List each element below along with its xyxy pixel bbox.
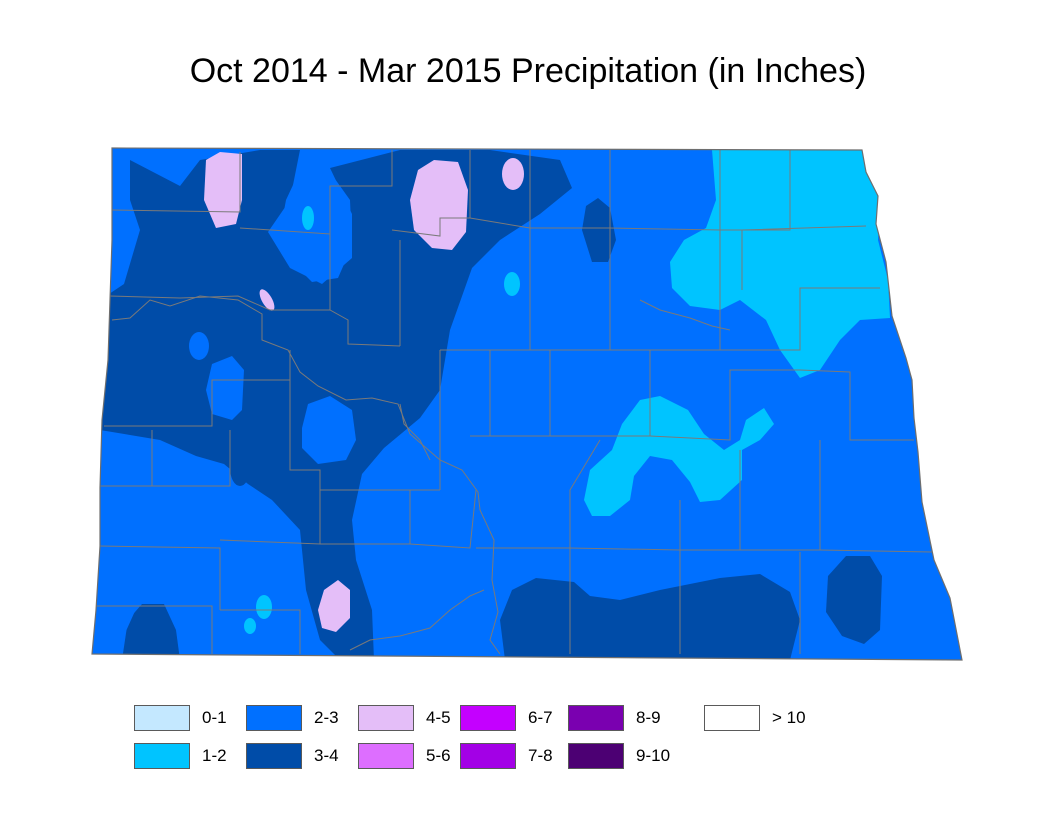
zone-2-3-southwest-area	[100, 470, 304, 660]
county-lines	[96, 150, 933, 655]
zone-3-4-south-central	[500, 574, 800, 660]
legend-swatch	[246, 705, 302, 731]
zone-4-5-south	[318, 580, 350, 632]
legend-item: 2-3	[246, 704, 339, 732]
legend-label: 5-6	[426, 746, 451, 765]
zone-1-2-dot-central	[504, 272, 520, 296]
legend-swatch	[568, 705, 624, 731]
legend-item: > 10	[704, 704, 806, 732]
legend-item: 9-10	[568, 742, 670, 770]
legend-item: 8-9	[568, 704, 661, 732]
legend-label: 3-4	[314, 746, 339, 765]
legend-item: 5-6	[358, 742, 451, 770]
legend-label: 4-5	[426, 708, 451, 727]
legend-swatch	[358, 743, 414, 769]
legend-item: 6-7	[460, 704, 553, 732]
legend-item: 1-2	[134, 742, 227, 770]
zone-2-3-island-central	[302, 396, 356, 464]
legend-item: 4-5	[358, 704, 451, 732]
legend-label: 8-9	[636, 708, 661, 727]
zone-3-4-north-central	[582, 198, 616, 262]
legend-swatch	[358, 705, 414, 731]
legend-item: 3-4	[246, 742, 339, 770]
legend-label: 9-10	[636, 746, 671, 765]
legend-label: 0-1	[202, 708, 227, 727]
legend-swatch	[134, 705, 190, 731]
legend-label: 1-2	[202, 746, 227, 765]
legend-swatch	[704, 705, 760, 731]
state-border	[91, 147, 963, 661]
legend-swatch	[246, 743, 302, 769]
zone-1-2-dot-south-1	[256, 595, 272, 619]
legend-item: 7-8	[460, 742, 553, 770]
zone-1-2-dot-south-2	[244, 618, 256, 634]
zone-3-4-southwest	[122, 604, 180, 660]
map-title: Oct 2014 - Mar 2015 Precipitation (in In…	[189, 52, 867, 90]
legend-label: > 10	[772, 708, 806, 727]
legend-label: 7-8	[528, 746, 553, 765]
zone-4-5-northwest	[204, 152, 242, 228]
map-legend: 0-1 1-2 2-3 3-4 4-5 5-6 6-7 7-8 8-9 9-10 > 10	[134, 704, 806, 774]
zone-3-4-southeast	[826, 556, 882, 644]
zone-4-5-north-central	[410, 160, 468, 250]
zone-1-2-east-central	[584, 396, 774, 516]
zone-2-3-island-west	[206, 356, 244, 420]
legend-swatch	[460, 705, 516, 731]
zone-1-2-dot-north	[302, 206, 314, 230]
zone-4-5-river-sliver	[259, 289, 275, 311]
zone-2-3-island-northwest	[280, 170, 352, 282]
precipitation-zones	[92, 148, 962, 660]
legend-label: 2-3	[314, 708, 339, 727]
legend-item: 0-1	[134, 704, 227, 732]
zone-1-2-northeast	[670, 150, 890, 378]
zone-2-3-island-dot	[189, 332, 209, 360]
zone-3-4-dot-2	[230, 450, 250, 486]
legend-swatch	[134, 743, 190, 769]
legend-label: 6-7	[528, 708, 553, 727]
zone-4-5-north-small	[502, 158, 524, 190]
legend-swatch	[460, 743, 516, 769]
legend-swatch	[568, 743, 624, 769]
